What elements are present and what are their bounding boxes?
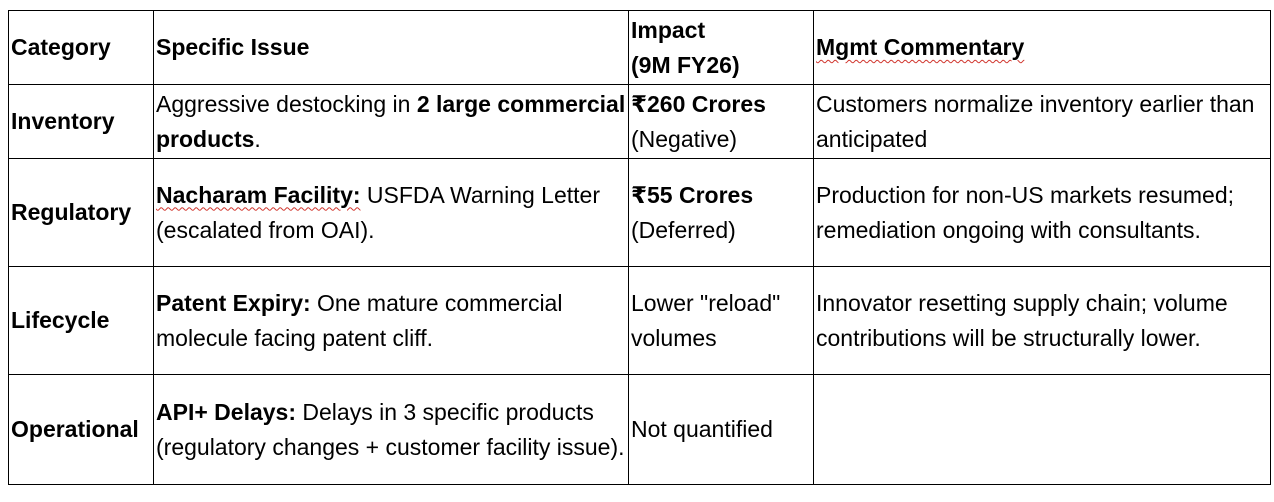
cell-category: Regulatory xyxy=(8,158,154,267)
cell-impact: Lower "reload" volumes xyxy=(628,266,814,375)
cell-commentary xyxy=(813,374,1271,485)
cell-issue: Nacharam Facility: USFDA Warning Letter … xyxy=(153,158,629,267)
table-row: Lifecycle Patent Expiry: One mature comm… xyxy=(8,266,1271,375)
table-row: Regulatory Nacharam Facility: USFDA Warn… xyxy=(8,158,1271,267)
table-header-row: Category Specific Issue Impact (9M FY26) … xyxy=(8,10,1271,85)
table-row: Inventory Aggressive destocking in 2 lar… xyxy=(8,84,1271,159)
cell-category: Inventory xyxy=(8,84,154,159)
issues-table: Category Specific Issue Impact (9M FY26) … xyxy=(8,10,1271,485)
cell-issue: Aggressive destocking in 2 large commerc… xyxy=(153,84,629,159)
cell-commentary: Production for non-US markets resumed; r… xyxy=(813,158,1271,267)
cell-issue: API+ Delays: Delays in 3 specific produc… xyxy=(153,374,629,485)
header-impact: Impact (9M FY26) xyxy=(628,10,814,85)
cell-issue: Patent Expiry: One mature commercial mol… xyxy=(153,266,629,375)
cell-impact: ₹55 Crores (Deferred) xyxy=(628,158,814,267)
header-category: Category xyxy=(8,10,154,85)
header-mgmt-commentary: Mgmt Commentary xyxy=(813,10,1271,85)
cell-category: Operational xyxy=(8,374,154,485)
cell-category: Lifecycle xyxy=(8,266,154,375)
table-row: Operational API+ Delays: Delays in 3 spe… xyxy=(8,374,1271,485)
cell-impact: ₹260 Crores (Negative) xyxy=(628,84,814,159)
cell-commentary: Innovator resetting supply chain; volume… xyxy=(813,266,1271,375)
cell-commentary: Customers normalize inventory earlier th… xyxy=(813,84,1271,159)
cell-impact: Not quantified xyxy=(628,374,814,485)
header-specific-issue: Specific Issue xyxy=(153,10,629,85)
